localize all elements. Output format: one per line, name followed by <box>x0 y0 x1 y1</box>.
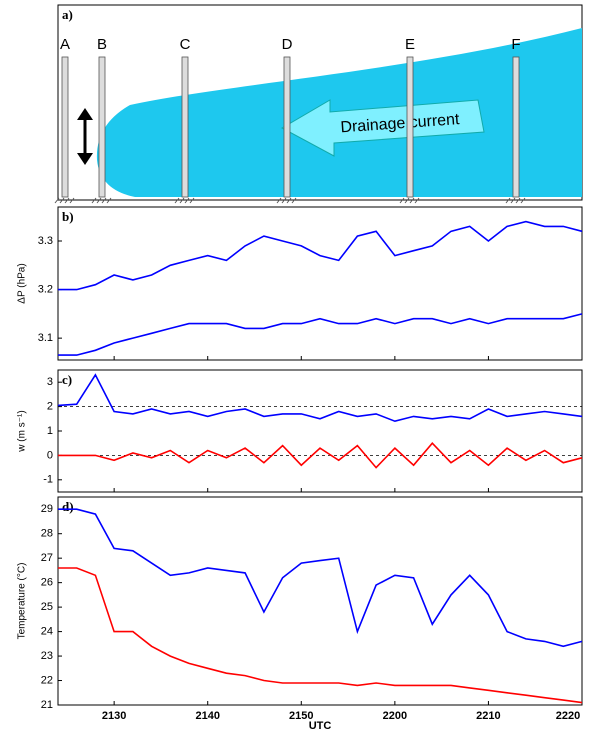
panel-label: d) <box>62 499 74 514</box>
y-tick-label: 29 <box>41 503 53 515</box>
x-tick-label: 2210 <box>476 710 500 722</box>
ground-hatch <box>404 197 410 204</box>
masts: A B C D E F <box>54 36 526 204</box>
y-tick-label: 24 <box>41 625 53 637</box>
ground-hatch <box>520 197 526 204</box>
y-tick-label: 23 <box>41 650 53 662</box>
mast-label: B <box>97 36 107 53</box>
ground-hatch <box>179 197 185 204</box>
ground-hatch <box>409 197 415 204</box>
y-tick-label: 3.3 <box>38 235 53 247</box>
ground-hatch <box>515 197 521 204</box>
x-tick-label: 2140 <box>195 710 219 722</box>
ground-hatch <box>510 197 516 204</box>
mast <box>406 56 414 198</box>
ground-hatch <box>174 197 180 204</box>
panel-frame <box>57 206 583 361</box>
y-axis-label: ΔP (hPa) <box>17 263 28 303</box>
x-tick-label: 2130 <box>102 710 126 722</box>
ground-hatch <box>59 197 65 204</box>
y-tick-label: 0 <box>47 449 53 461</box>
y-axis-label: Temperature (°C) <box>17 563 28 640</box>
mast <box>181 56 189 198</box>
ground-hatch <box>54 197 60 204</box>
mast <box>283 56 291 198</box>
y-tick-label: 28 <box>41 528 53 540</box>
y-tick-label: 25 <box>41 601 53 613</box>
x-axis-label: UTC <box>309 720 332 732</box>
y-tick-label: 1 <box>47 425 53 437</box>
panel-label: c) <box>62 372 72 387</box>
ground-hatch <box>505 197 511 204</box>
mast-label: D <box>282 36 293 53</box>
mast <box>98 56 106 198</box>
mast-label: F <box>511 36 520 53</box>
y-tick-label: 22 <box>41 674 53 686</box>
series-line <box>58 442 583 469</box>
mast <box>512 56 520 198</box>
ground-hatch <box>106 197 112 204</box>
x-tick-label: 2150 <box>289 710 313 722</box>
mast <box>61 56 69 198</box>
y-axis-label: w (m s⁻¹) <box>17 410 28 452</box>
flow-arrow <box>280 99 485 157</box>
double-arrow <box>77 108 93 165</box>
ground-hatch <box>101 197 107 204</box>
ground-hatch <box>291 197 297 204</box>
series-line <box>58 313 583 356</box>
series-line <box>58 508 583 648</box>
x-tick-label: 2200 <box>383 710 407 722</box>
ground-hatch <box>281 197 287 204</box>
y-tick-label: 3 <box>47 376 53 388</box>
ground-hatch <box>414 197 420 204</box>
mast-label: C <box>180 36 191 53</box>
ground-hatch <box>189 197 195 204</box>
ground-hatch <box>276 197 282 204</box>
series-line <box>57 373 583 423</box>
panel-label: b) <box>62 209 74 224</box>
y-tick-label: 2 <box>47 401 53 413</box>
ground-hatch <box>96 197 102 204</box>
y-tick-label: 3.1 <box>38 332 53 344</box>
ground-hatch <box>286 197 292 204</box>
y-tick-label: 27 <box>41 552 53 564</box>
y-tick-label: 26 <box>41 577 53 589</box>
x-tick-label: 2220 <box>556 710 580 722</box>
panel-label: a) <box>62 7 73 22</box>
series-line <box>58 220 583 291</box>
mast-label: E <box>405 36 415 53</box>
ground-hatch <box>69 197 75 204</box>
ground-hatch <box>399 197 405 204</box>
y-tick-label: -1 <box>43 474 53 486</box>
panel-frame <box>57 496 583 706</box>
panel-frame <box>57 369 583 493</box>
mast-label: A <box>60 36 70 53</box>
ground-hatch <box>64 197 70 204</box>
ground-hatch <box>91 197 97 204</box>
y-tick-label: 3.2 <box>38 283 53 295</box>
series-line <box>58 567 583 704</box>
ground-hatch <box>184 197 190 204</box>
y-tick-label: 21 <box>41 699 53 711</box>
